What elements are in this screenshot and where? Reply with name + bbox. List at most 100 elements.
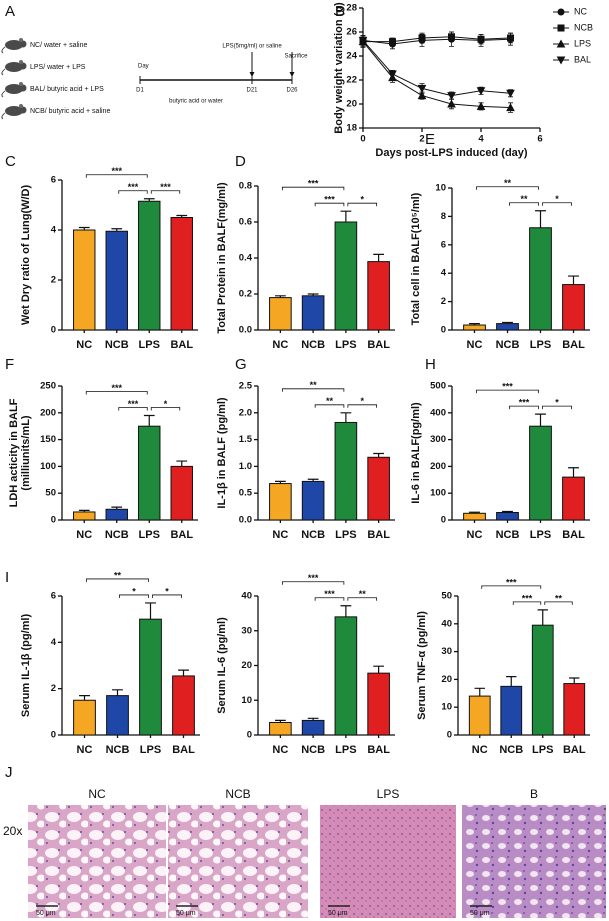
y-tick-label: 18 [346, 123, 357, 134]
mouse-icon [1, 46, 6, 54]
panel-label: B [335, 3, 345, 20]
x-tick-label: NC [76, 529, 92, 541]
bar [172, 675, 195, 736]
y-tick-label: 2 [441, 296, 446, 307]
significance-bracket [542, 405, 572, 410]
significance-label: *** [160, 182, 171, 192]
x-tick-label: LPS [140, 744, 161, 756]
bar [106, 695, 129, 736]
y-tick-label: 0.8 [239, 181, 252, 192]
panel-label: D [235, 153, 246, 170]
x-tick-label: LPS [335, 529, 356, 541]
series-line [363, 36, 511, 43]
x-tick-label: NCB [301, 339, 325, 351]
y-tick-label: 1.5 [239, 434, 253, 445]
x-tick-label: NCB [496, 339, 520, 351]
bar [367, 672, 390, 736]
significance-label: * [360, 396, 364, 406]
y-tick-label: 8 [441, 211, 446, 222]
y-tick-label: 0 [447, 730, 452, 741]
significance-bracket [85, 391, 148, 395]
panel-label: E [425, 131, 435, 148]
significance-label: *** [111, 166, 122, 176]
significance-label: ** [359, 589, 367, 599]
mouse-icon [5, 84, 23, 94]
bar [496, 323, 519, 331]
significance-bracket [509, 405, 539, 410]
group-label: LPS/ water + LPS [30, 64, 86, 71]
marker [417, 91, 427, 100]
y-tick-label: 26 [346, 27, 357, 38]
mouse-icon [19, 106, 27, 114]
x-tick-label: NCB [105, 339, 129, 351]
significance-label: * [360, 195, 364, 205]
y-tick-label: 0 [247, 730, 252, 741]
y-axis-label: Serum IL-1β (pg/ml) [20, 614, 32, 718]
legend-marker [557, 8, 565, 16]
y-tick-label: 0 [51, 515, 56, 526]
x-tick-label: BAL [563, 744, 586, 756]
bar [73, 511, 96, 521]
significance-bracket [476, 186, 539, 190]
y-axis-label: IL-1β in BALF (pg/ml) [216, 397, 228, 509]
significance-label: *** [519, 398, 530, 408]
legend-marker [557, 24, 565, 32]
bar [73, 699, 96, 736]
y-tick-label: 2.0 [239, 407, 252, 418]
image-label: NCB [225, 787, 250, 801]
significance-bracket [118, 407, 148, 411]
day-label: D26 [286, 88, 298, 94]
y-tick-label: 2 [51, 275, 56, 286]
x-tick-label: LPS [530, 529, 551, 541]
scale-label: 50 μm [36, 910, 56, 917]
x-tick-label: NCB [105, 529, 129, 541]
y-tick-label: 40 [241, 591, 252, 602]
bar [334, 616, 358, 736]
mouse-icon [19, 60, 23, 64]
scale-label: 50 μm [176, 910, 196, 917]
significance-label: *** [502, 382, 513, 392]
bar [139, 618, 162, 736]
y-axis-label: LDH acticity in BALF [8, 398, 20, 507]
significance-label: ** [326, 396, 334, 406]
significance-bracket [85, 174, 148, 178]
x-tick-label: NCB [499, 744, 523, 756]
group-label: NCB/ butyric acid + saline [30, 108, 110, 115]
significance-label: ** [555, 593, 563, 603]
marker [388, 70, 397, 79]
x-tick-label: NC [272, 339, 288, 351]
bar [301, 480, 325, 521]
y-tick-label: 0.6 [239, 217, 252, 228]
significance-bracket [86, 578, 149, 582]
marker [389, 38, 396, 46]
y-tick-label: 200 [40, 407, 56, 418]
y-axis-label: IL-6 in BALF(pg/ml) [410, 402, 422, 504]
y-tick-label: 0 [441, 515, 446, 526]
x-tick-label: BAL [172, 744, 195, 756]
x-tick-label: 4 [478, 134, 484, 145]
y-tick-label: 10 [435, 183, 446, 194]
arrow-head [289, 72, 295, 77]
y-tick-label: 20 [346, 99, 357, 110]
x-tick-label: LPS [532, 744, 553, 756]
y-tick-label: 1.0 [239, 461, 252, 472]
x-tick-label: NCB [496, 529, 520, 541]
bar [138, 425, 161, 521]
bar [334, 221, 358, 331]
arrow-head [249, 72, 255, 77]
y-axis-label: (milliunits/mL) [20, 415, 32, 491]
y-tick-label: 0.0 [239, 515, 252, 526]
y-tick-label: 28 [346, 3, 357, 14]
y-tick-label: 500 [430, 381, 446, 392]
significance-bracket [544, 601, 573, 605]
y-tick-label: 10 [441, 702, 452, 713]
legend-label: BAL [574, 54, 591, 64]
significance-label: * [165, 586, 169, 596]
y-tick-label: 50 [441, 591, 452, 602]
legend-marker [556, 56, 566, 65]
marker [506, 89, 515, 98]
significance-label: ** [520, 194, 528, 204]
marker [476, 87, 486, 96]
y-tick-label: 150 [40, 434, 56, 445]
